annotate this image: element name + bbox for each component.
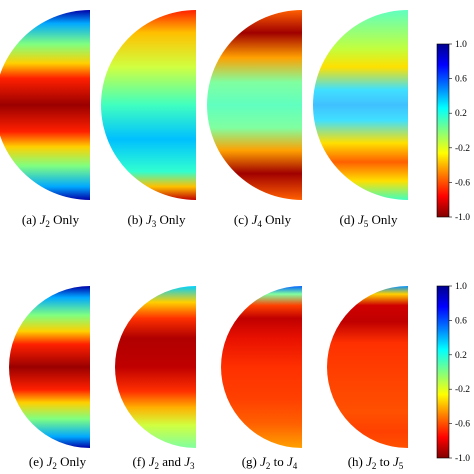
panel-h: (h) J2 to J5	[327, 286, 408, 471]
panel-b: (b) J3 Only	[101, 10, 196, 229]
panels-group: (a) J2 Only (b) J3 Only (c) J4 Only (d) J5 …	[0, 10, 408, 471]
hemisphere-map	[115, 286, 196, 448]
colorbar-tick-label: 0.6	[455, 316, 467, 326]
panel-caption: (g) J2 to J4	[242, 454, 298, 471]
panel-caption: (e) J2 Only	[29, 454, 87, 471]
colorbar-tick-label: -0.6	[455, 178, 470, 188]
panel-caption: (d) J5 Only	[340, 212, 398, 229]
hemisphere-map	[327, 286, 408, 448]
panel-f: (f) J2 and J3	[115, 286, 196, 471]
hemisphere-map	[101, 10, 196, 200]
colorbar-tick-label: 1.0	[455, 40, 467, 50]
colorbar-scale	[436, 43, 450, 218]
panel-caption: (a) J2 Only	[22, 212, 80, 229]
panel-caption: (h) J2 to J5	[348, 454, 404, 471]
colorbar-tick-label: -0.6	[455, 420, 470, 430]
colorbars-group: 1.0 0.6 0.2 -0.2 -0.6 -1.0 1.0 0.6 0.2 -0.2 -0.6 -1…	[436, 40, 470, 464]
hemisphere-map	[207, 10, 302, 200]
panel-a: (a) J2 Only	[0, 10, 90, 229]
colorbar-tick-label: 0.2	[455, 109, 467, 119]
hemisphere-map	[313, 10, 408, 200]
colorbar-tick-label: 1.0	[455, 282, 467, 292]
hemisphere-map	[0, 10, 90, 200]
panel-g: (g) J2 to J4	[221, 286, 302, 471]
hemisphere-map	[221, 286, 302, 448]
colorbar-tick-label: 0.6	[455, 75, 467, 85]
panel-caption: (f) J2 and J3	[132, 454, 195, 471]
panel-c: (c) J4 Only	[207, 10, 302, 229]
colorbar-tick-label: -1.0	[455, 213, 470, 223]
colorbar-tick-label: 0.2	[455, 351, 467, 361]
colorbar-tick-label: -0.2	[455, 144, 470, 154]
panel-caption: (b) J3 Only	[128, 212, 186, 229]
hemisphere-map	[9, 286, 90, 448]
panel-e: (e) J2 Only	[9, 286, 90, 471]
colorbar-tick-label: -0.2	[455, 385, 470, 395]
panel-d: (d) J5 Only	[313, 10, 408, 229]
colorbar-tick-label: -1.0	[455, 454, 470, 464]
colorbar-scale	[436, 285, 450, 459]
colorbar-1: 1.0 0.6 0.2 -0.2 -0.6 -1.0	[436, 40, 470, 223]
panel-caption: (c) J4 Only	[234, 212, 292, 229]
colorbar-2: 1.0 0.6 0.2 -0.2 -0.6 -1.0	[436, 282, 470, 464]
